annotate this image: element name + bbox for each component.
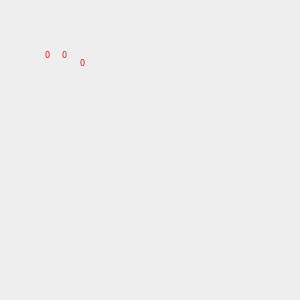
Text: O: O: [45, 51, 50, 60]
Text: O: O: [61, 51, 66, 60]
Text: O: O: [80, 59, 85, 68]
